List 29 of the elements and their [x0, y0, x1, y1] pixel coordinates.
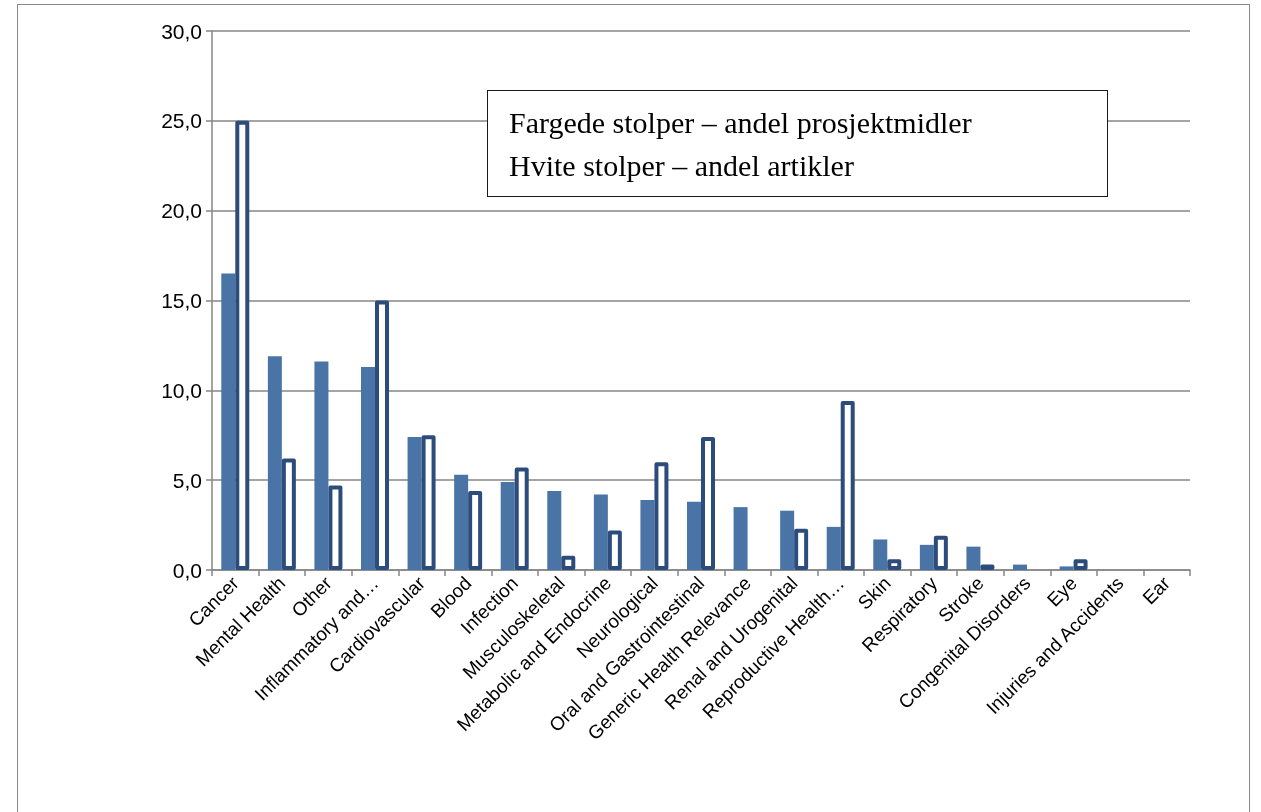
- y-tick-label: 15,0: [161, 289, 202, 312]
- bar: [966, 546, 981, 570]
- x-tick-label: Ear: [1138, 572, 1175, 609]
- bar: [593, 494, 608, 570]
- bar: [1013, 564, 1027, 570]
- bar: [780, 510, 795, 570]
- annotation: Fargede stolper – andel prosjektmidler: [509, 105, 973, 141]
- y-tick-label: 10,0: [161, 378, 202, 402]
- bar: [407, 437, 422, 570]
- bar: [361, 366, 375, 570]
- bar: [826, 526, 841, 570]
- bar: [733, 507, 748, 570]
- bar: [687, 501, 701, 570]
- bar: [500, 481, 515, 570]
- bar: [314, 361, 329, 570]
- bar: [919, 544, 934, 570]
- bar: [1059, 566, 1074, 570]
- text-box: Fargede stolper – andel prosjektmidler Hvite stolper – andel artikler: [487, 90, 1108, 197]
- bar: [267, 356, 282, 570]
- bar: [547, 490, 562, 570]
- bar: [640, 499, 655, 570]
- y-tick-label: 5,0: [172, 468, 202, 492]
- y-tick-label: 20,0: [161, 199, 202, 223]
- annotation: Hvite stolper – andel artikler: [509, 148, 855, 184]
- bar: [221, 273, 236, 570]
- bar: [454, 474, 469, 570]
- bar: [873, 539, 888, 570]
- y-tick-label: 30,0: [161, 19, 202, 43]
- y-tick-label: 25,0: [161, 109, 202, 133]
